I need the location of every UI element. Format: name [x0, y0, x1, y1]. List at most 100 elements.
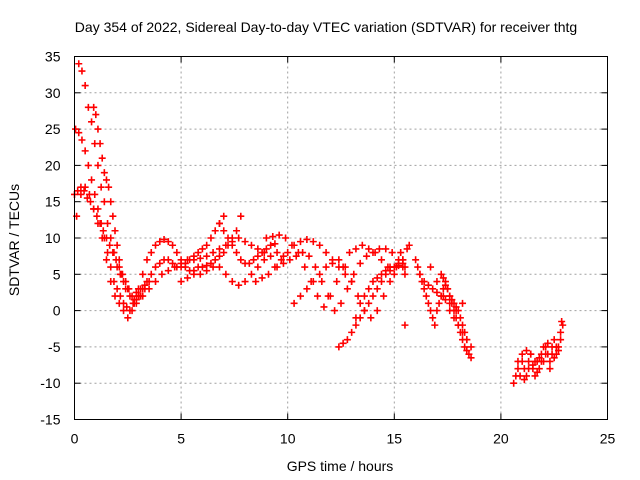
data-point-track-o — [343, 336, 351, 344]
x-tick-label: 0 — [71, 431, 79, 447]
data-point-track-g — [134, 285, 142, 293]
data-point-track-h — [254, 245, 262, 253]
y-tick-label: -5 — [48, 339, 61, 355]
data-point-track-h — [171, 263, 179, 271]
data-point-track-o — [360, 292, 368, 300]
data-point-track-m — [299, 249, 307, 257]
data-point-track-o — [356, 299, 364, 307]
data-point-track-n — [309, 278, 317, 286]
data-point-track-h — [203, 252, 211, 260]
data-points — [71, 60, 567, 387]
data-point-track-v — [516, 372, 524, 380]
data-point-track-x — [558, 317, 566, 325]
data-point-track-v — [510, 379, 518, 387]
data-point-track-r — [463, 347, 471, 355]
data-point-track-g — [211, 256, 219, 264]
data-point-track-g — [139, 270, 147, 278]
data-point-track-w — [552, 343, 560, 351]
data-point-track-x — [554, 347, 562, 355]
data-point-track-k — [322, 249, 330, 257]
data-point-track-s — [420, 278, 428, 286]
x-axis-label: GPS time / hours — [287, 458, 394, 474]
data-point-track-o — [365, 285, 373, 293]
x-tick-label: 20 — [493, 431, 509, 447]
data-point-track-k — [277, 256, 285, 264]
data-point-track-p — [390, 263, 398, 271]
data-point-track-k — [303, 235, 311, 243]
data-point-track-i — [279, 252, 287, 260]
data-point-track-b — [91, 190, 99, 198]
data-point-track-l — [346, 249, 354, 257]
data-point-track-f — [203, 241, 211, 249]
data-point-track-c — [104, 219, 112, 227]
data-point-track-m — [382, 245, 390, 253]
data-point-track-h — [145, 285, 153, 293]
data-point-track-f — [152, 263, 160, 271]
data-point-track-e — [96, 219, 104, 227]
data-point-track-s — [416, 270, 424, 278]
data-point-track-u — [452, 307, 460, 315]
data-point-track-l — [301, 263, 309, 271]
data-point-track-b — [84, 161, 92, 169]
data-point-track-b — [110, 278, 118, 286]
data-point-track-e — [99, 227, 107, 235]
data-point-track-s — [433, 288, 441, 296]
y-tick-label: 20 — [45, 157, 61, 173]
data-point-track-e — [93, 212, 101, 220]
data-point-track-a — [77, 190, 85, 198]
data-point-track-l — [358, 241, 366, 249]
data-point-track-c — [141, 281, 149, 289]
y-tick-label: 5 — [53, 266, 61, 282]
data-point-track-e — [86, 198, 94, 206]
data-point-track-j — [267, 241, 275, 249]
y-axis-label: SDTVAR / TECUs — [6, 184, 22, 296]
data-point-track-b — [78, 136, 86, 144]
data-point-track-i — [247, 270, 255, 278]
data-point-track-g — [233, 227, 241, 235]
data-point-track-j — [233, 249, 241, 257]
data-point-track-t — [439, 274, 447, 282]
data-point-track-t — [441, 278, 449, 286]
data-point-track-i — [273, 249, 281, 257]
data-point-track-n — [367, 314, 375, 322]
data-point-track-w — [518, 350, 526, 358]
data-point-track-t — [459, 321, 467, 329]
data-point-track-k — [309, 238, 317, 246]
data-point-track-e — [106, 241, 114, 249]
data-point-track-e — [115, 263, 123, 271]
data-point-track-r — [422, 292, 430, 300]
data-point-track-r — [429, 314, 437, 322]
data-point-track-f — [194, 249, 202, 257]
data-point-track-x — [533, 368, 541, 376]
data-point-track-s — [467, 343, 475, 351]
data-point-track-n — [290, 299, 298, 307]
data-point-track-l — [275, 231, 283, 239]
data-point-track-b — [75, 129, 83, 137]
data-point-track-n — [303, 285, 311, 293]
data-point-track-a — [102, 256, 110, 264]
data-point-track-m — [375, 245, 383, 253]
data-point-track-d — [107, 198, 115, 206]
data-point-track-r — [414, 263, 422, 271]
data-point-track-c — [97, 183, 105, 191]
data-point-track-a — [120, 307, 128, 315]
data-point-track-s — [429, 285, 437, 293]
data-point-track-c — [132, 288, 140, 296]
data-point-track-l — [269, 233, 277, 241]
data-point-track-j — [215, 219, 223, 227]
data-point-track-l — [365, 245, 373, 253]
data-point-track-f — [220, 212, 228, 220]
data-point-track-t — [444, 285, 452, 293]
data-point-track-v — [546, 365, 554, 373]
data-point-track-j — [228, 241, 236, 249]
data-point-track-o — [373, 274, 381, 282]
data-point-track-h — [215, 245, 223, 253]
data-point-track-q — [401, 263, 409, 271]
y-tick-label: 10 — [45, 230, 61, 246]
data-point-track-p — [360, 307, 368, 315]
data-point-track-x — [529, 361, 537, 369]
data-point-track-p — [365, 299, 373, 307]
data-point-track-s — [446, 307, 454, 315]
data-point-track-g — [173, 249, 181, 257]
data-point-track-v — [535, 365, 543, 373]
